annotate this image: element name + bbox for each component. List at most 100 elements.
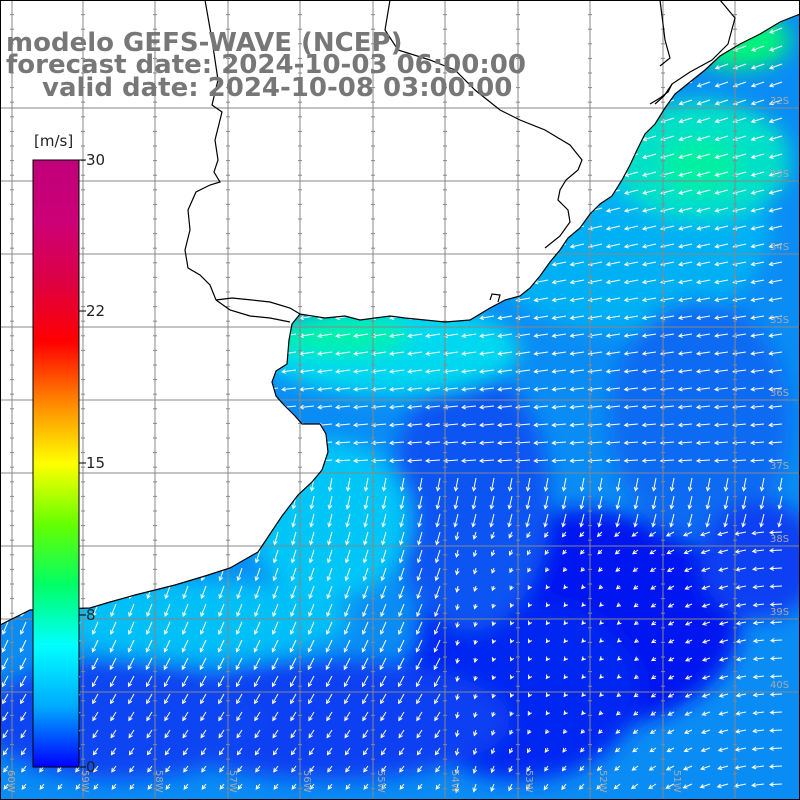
wind-arrow bbox=[326, 585, 333, 600]
wind-arrow bbox=[551, 422, 567, 428]
wind-arrow bbox=[345, 495, 351, 510]
wind-arrow bbox=[91, 621, 99, 635]
wind-arrow bbox=[714, 207, 729, 213]
wind-arrow bbox=[128, 693, 135, 705]
coastline bbox=[0, 0, 800, 626]
wind-arrow bbox=[147, 783, 153, 790]
wind-arrow bbox=[641, 422, 657, 428]
wind-arrow bbox=[473, 693, 478, 700]
wind-arrow bbox=[700, 765, 711, 771]
wind-arrow bbox=[127, 621, 135, 635]
wind-arrow bbox=[677, 297, 693, 303]
wind-arrow bbox=[777, 495, 783, 510]
wind-arrow bbox=[533, 369, 549, 374]
wind-arrow bbox=[21, 783, 27, 790]
wind-arrow bbox=[569, 351, 585, 356]
wind-arrow bbox=[751, 764, 765, 770]
wind-arrow bbox=[623, 333, 639, 338]
wind-arrow bbox=[545, 620, 551, 626]
wind-arrow bbox=[642, 135, 657, 142]
wind-arrow bbox=[417, 531, 423, 546]
wind-arrow bbox=[165, 783, 171, 790]
wind-arrow bbox=[307, 657, 315, 671]
wind-arrow bbox=[678, 99, 693, 106]
wind-arrow bbox=[146, 603, 153, 618]
wind-arrow bbox=[479, 440, 495, 446]
wind-arrow bbox=[381, 765, 387, 773]
wind-arrow bbox=[551, 404, 567, 410]
wind-arrow bbox=[497, 333, 513, 339]
wind-arrow bbox=[20, 693, 27, 705]
wind-arrow bbox=[361, 621, 369, 635]
wind-arrow bbox=[182, 693, 189, 705]
wind-arrow bbox=[545, 674, 551, 680]
wind-arrow bbox=[630, 783, 639, 790]
wind-arrow bbox=[768, 764, 783, 769]
wind-arrow bbox=[344, 549, 351, 564]
wind-arrow bbox=[696, 189, 711, 195]
wind-arrow bbox=[695, 422, 711, 428]
wind-arrow bbox=[750, 81, 765, 88]
wind-arrow bbox=[768, 333, 783, 338]
wind-arrow bbox=[768, 153, 783, 159]
wind-arrow bbox=[533, 440, 549, 446]
wind-arrow bbox=[371, 351, 387, 356]
wind-arrow bbox=[415, 639, 423, 653]
wind-arrow bbox=[145, 639, 153, 653]
wind-arrow bbox=[236, 711, 243, 722]
wind-arrow bbox=[416, 567, 423, 582]
wind-arrow bbox=[415, 621, 423, 635]
wind-arrow bbox=[433, 639, 441, 653]
wind-arrow bbox=[650, 674, 657, 680]
wind-arrow bbox=[181, 639, 189, 653]
latitude-label: 38S bbox=[770, 534, 789, 545]
wind-arrow bbox=[633, 585, 639, 590]
colorbar-unit-label: [m/s] bbox=[34, 132, 74, 150]
wind-arrow bbox=[181, 657, 189, 671]
wind-arrow bbox=[397, 657, 405, 671]
wind-arrow bbox=[651, 638, 657, 644]
wind-arrow bbox=[398, 711, 405, 722]
wind-arrow bbox=[362, 729, 369, 739]
wind-arrow bbox=[563, 584, 568, 590]
wind-arrow bbox=[684, 675, 693, 680]
wind-arrow bbox=[578, 783, 585, 790]
wind-arrow bbox=[479, 404, 495, 410]
wind-arrow bbox=[272, 747, 279, 756]
wind-arrow bbox=[399, 783, 405, 790]
wind-arrow bbox=[398, 693, 405, 705]
wind-arrow bbox=[741, 513, 747, 528]
wind-arrow bbox=[442, 458, 459, 464]
wind-arrow bbox=[308, 747, 315, 756]
wind-arrow bbox=[146, 747, 153, 756]
wind-arrow bbox=[718, 675, 729, 680]
wind-arrow bbox=[146, 729, 153, 739]
wind-arrow bbox=[687, 495, 693, 510]
wind-arrow bbox=[455, 603, 460, 611]
wind-arrow bbox=[371, 369, 387, 374]
wind-arrow bbox=[732, 45, 747, 52]
wind-arrow bbox=[563, 710, 568, 716]
wind-arrow bbox=[750, 404, 765, 410]
wind-arrow bbox=[587, 279, 603, 285]
wind-arrow bbox=[769, 638, 783, 643]
wind-arrow bbox=[545, 638, 551, 644]
wind-arrow bbox=[632, 747, 639, 753]
wind-arrow bbox=[478, 458, 495, 464]
wind-arrow bbox=[344, 693, 351, 705]
wind-arrow bbox=[489, 495, 495, 510]
wind-arrow bbox=[507, 477, 513, 492]
wind-arrow bbox=[678, 153, 693, 160]
wind-arrow bbox=[641, 440, 657, 446]
wind-arrow bbox=[309, 765, 315, 773]
wind-arrow bbox=[623, 243, 639, 249]
wind-arrow bbox=[642, 171, 657, 177]
wind-arrow bbox=[614, 747, 621, 753]
wind-arrow bbox=[723, 477, 729, 492]
wind-arrow bbox=[650, 620, 657, 626]
wind-arrow bbox=[714, 333, 729, 338]
wind-arrow bbox=[705, 477, 711, 492]
wind-arrow bbox=[526, 549, 532, 556]
wind-arrow bbox=[473, 675, 478, 682]
wind-arrow bbox=[579, 477, 585, 492]
